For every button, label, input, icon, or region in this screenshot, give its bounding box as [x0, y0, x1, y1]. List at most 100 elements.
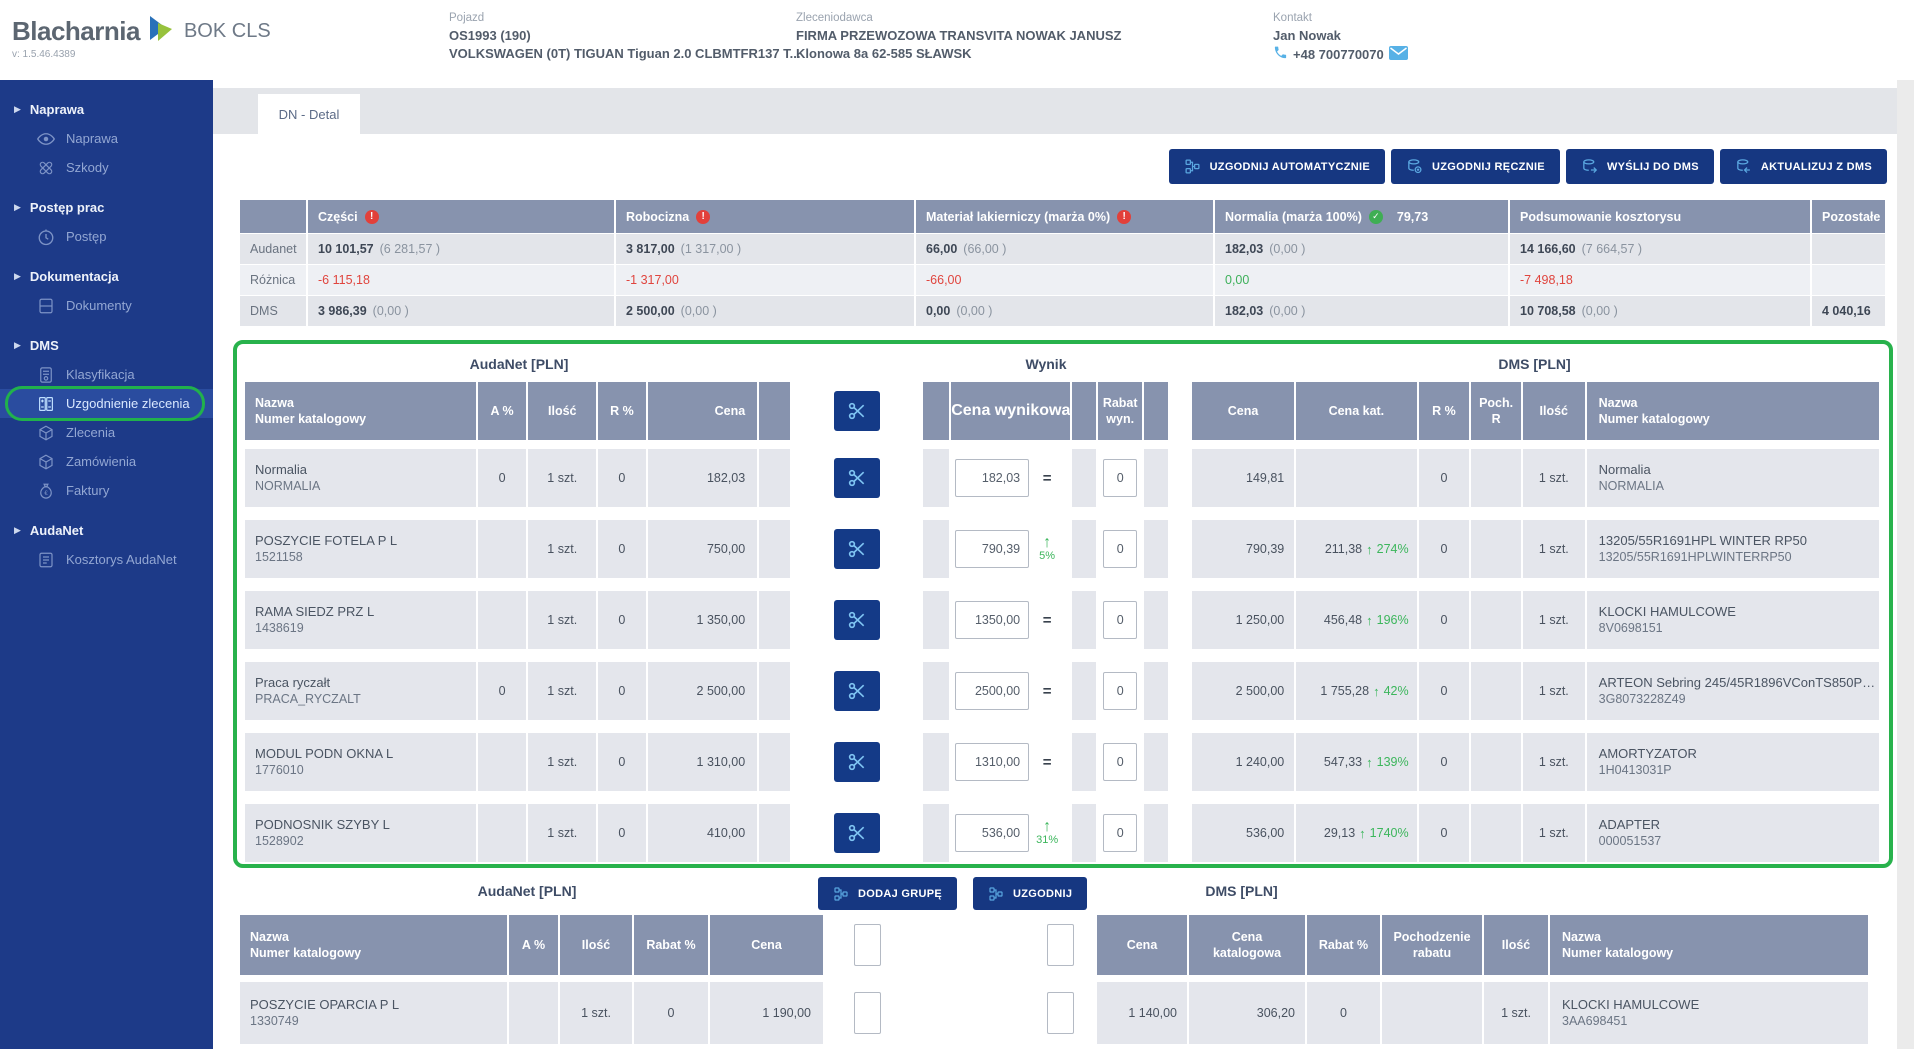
split-row-button[interactable] — [833, 742, 880, 782]
update-from-dms-button[interactable]: AKTUALIZUJ Z DMS — [1719, 149, 1887, 184]
warning-icon: ! — [1117, 209, 1132, 224]
split-row-button[interactable] — [833, 671, 880, 711]
match-rabat-input[interactable] — [1047, 992, 1074, 1034]
sidebar-section-dokumentacja[interactable]: ▶ Dokumentacja — [14, 268, 119, 284]
reconcile-manual-button[interactable]: UZGODNIJ RĘCZNIE — [1390, 149, 1560, 184]
split-row-button[interactable] — [833, 600, 880, 640]
header-name: Nazwa Numer katalogowy — [240, 915, 507, 975]
vehicle-info: Pojazd OS1993 (190) VOLKSWAGEN (0T) TIGU… — [449, 12, 801, 63]
part-catalog: PRACA_RYCZALT — [255, 692, 361, 706]
rabat-input[interactable] — [1103, 743, 1138, 781]
sidebar-section-audanet[interactable]: ▶ AudaNet — [14, 522, 84, 538]
sidebar-item-postep[interactable]: Postęp — [0, 222, 213, 251]
normalia-value: 79,73 — [1396, 209, 1429, 224]
spacer-cell — [1144, 662, 1168, 720]
sidebar-section-postep-prac[interactable]: ▶ Postęp prac — [14, 199, 105, 215]
reconcile-button[interactable]: UZGODNIJ — [973, 877, 1088, 910]
sidebar-item-label: Uzgodnienie zlecenia — [66, 396, 190, 411]
caret-icon: ▶ — [14, 201, 21, 212]
summary-row-audanet: Audanet 10 101,57 (6 281,57 ) 3 817,00 (1 … — [240, 234, 1887, 264]
part-catalog: 1330749 — [250, 1014, 299, 1028]
header-price: Cena — [710, 915, 823, 975]
sidebar-item-faktury[interactable]: € Faktury — [0, 476, 213, 505]
header-dms-qty: Ilość — [1484, 915, 1548, 975]
summary-row-dms: DMS 3 986,39 (0,00 ) 2 500,00 (0,00 ) 0,00… — [240, 296, 1887, 326]
dms-part-catalog: 13205/55R1691HPLWINTERRP50 — [1598, 550, 1792, 564]
money-bag-icon: € — [37, 482, 55, 500]
sidebar-item-klasyfikacja[interactable]: Klasyfikacja — [0, 360, 213, 389]
summary-header-row: Części! Robocizna! Materiał lakierniczy … — [240, 200, 1887, 233]
header-dms-catalog-price: Cena katalogowa — [1189, 915, 1305, 975]
split-row-button[interactable] — [833, 813, 880, 853]
reconciliation-row: RAMA SIEDZ PRZ L 1438619 1 szt. 0 1 350,0… — [245, 591, 1881, 649]
spacer-cell — [1072, 804, 1097, 862]
email-icon[interactable] — [1388, 45, 1408, 65]
sidebar-item-dokumenty[interactable]: Dokumenty — [0, 291, 213, 320]
sidebar-item-label: Klasyfikacja — [66, 367, 135, 382]
result-price-input[interactable] — [955, 814, 1030, 852]
toolbar: UZGODNIJ AUTOMATYCZNIE UZGODNIJ RĘCZNIE … — [213, 149, 1887, 184]
split-row-button[interactable] — [833, 529, 880, 569]
manual-row: POSZYCIE OPARCIA P L 1330749 1 szt. 0 1 1… — [240, 982, 1887, 1044]
sidebar-item-szkody[interactable]: Szkody — [0, 153, 213, 182]
scrollbar[interactable] — [1897, 80, 1914, 1049]
dms-part-catalog: 1H0413031P — [1598, 763, 1672, 777]
client-name: FIRMA PRZEWOZOWA TRANSVITA NOWAK JANUSZ — [796, 28, 1122, 43]
dms-part-name: KLOCKI HAMULCOWE — [1598, 604, 1736, 619]
audanet-section-title: AudaNet [PLN] — [469, 356, 569, 372]
sidebar-item-zamowienia[interactable]: Zamówienia — [0, 447, 213, 476]
header-name: Nazwa Numer katalogowy — [245, 382, 476, 440]
split-all-button[interactable] — [833, 391, 880, 431]
contact-phone: +48 700770070 — [1293, 47, 1384, 62]
dms-part-name: ADAPTER — [1598, 817, 1661, 832]
row-label: DMS — [240, 296, 306, 326]
sidebar-item-kosztorys-audanet[interactable]: Kosztorys AudaNet — [0, 545, 213, 574]
dms-part-catalog: 8V0698151 — [1598, 621, 1663, 635]
summary-row-roznica: Różnica -6 115,18 -1 317,00 -66,00 0,00 … — [240, 265, 1887, 295]
match-price-input[interactable] — [854, 924, 881, 966]
svg-text:€: € — [44, 491, 48, 497]
header-a-percent: A % — [509, 915, 558, 975]
summary-header-podsumowanie: Podsumowanie kosztorysu — [1510, 200, 1810, 233]
result-price-input[interactable] — [955, 672, 1030, 710]
spacer-cell — [923, 662, 950, 720]
caret-icon: ▶ — [14, 339, 21, 350]
match-rabat-input[interactable] — [1047, 924, 1074, 966]
header-qty: Ilość — [560, 915, 632, 975]
result-price-input[interactable] — [955, 743, 1030, 781]
sidebar-item-uzgodnienie-zlecenia[interactable]: Uzgodnienie zlecenia — [0, 386, 213, 421]
contact-info: Kontakt Jan Nowak +48 700770070 — [1273, 12, 1408, 65]
result-price-input[interactable] — [955, 530, 1030, 568]
sidebar-item-label: Zamówienia — [66, 454, 137, 469]
app-logo: Blacharnia BOK CLS v: 1.5.46.4389 — [12, 16, 271, 60]
rabat-input[interactable] — [1103, 672, 1138, 710]
sidebar-section-dms[interactable]: ▶ DMS — [14, 337, 59, 353]
spacer-cell — [759, 733, 791, 791]
result-price-input[interactable] — [955, 601, 1030, 639]
vehicle-plate: OS1993 (190) — [449, 28, 531, 43]
rabat-input[interactable] — [1103, 601, 1138, 639]
send-to-dms-button[interactable]: WYŚLIJ DO DMS — [1565, 149, 1714, 184]
rabat-input[interactable] — [1103, 459, 1138, 497]
rabat-input[interactable] — [1103, 814, 1138, 852]
sidebar-item-naprawa[interactable]: Naprawa — [0, 124, 213, 153]
up-arrow-icon: ↑ — [1373, 683, 1380, 699]
result-price-input[interactable] — [955, 459, 1030, 497]
equal-indicator: = — [1042, 753, 1052, 771]
up-arrow-icon: ↑ — [1043, 533, 1052, 551]
add-group-button[interactable]: DODAJ GRUPĘ — [818, 877, 957, 910]
sidebar-item-label: Faktury — [66, 483, 110, 498]
warning-icon: ! — [696, 209, 711, 224]
split-row-button[interactable] — [833, 458, 880, 498]
dms-part-name: KLOCKI HAMULCOWE — [1562, 997, 1700, 1012]
tab-dn-detal[interactable]: DN - Detal — [258, 94, 360, 134]
match-price-input[interactable] — [854, 992, 881, 1034]
spacer-cell — [1144, 591, 1168, 649]
sidebar-item-zlecenia[interactable]: Zlecenia — [0, 418, 213, 447]
sidebar-section-naprawa[interactable]: ▶ Naprawa — [14, 101, 85, 117]
reconcile-auto-button[interactable]: UZGODNIJ AUTOMATYCZNIE — [1168, 149, 1385, 184]
header-dms-name: Nazwa Numer katalogowy — [1550, 915, 1868, 975]
rabat-input[interactable] — [1103, 530, 1138, 568]
